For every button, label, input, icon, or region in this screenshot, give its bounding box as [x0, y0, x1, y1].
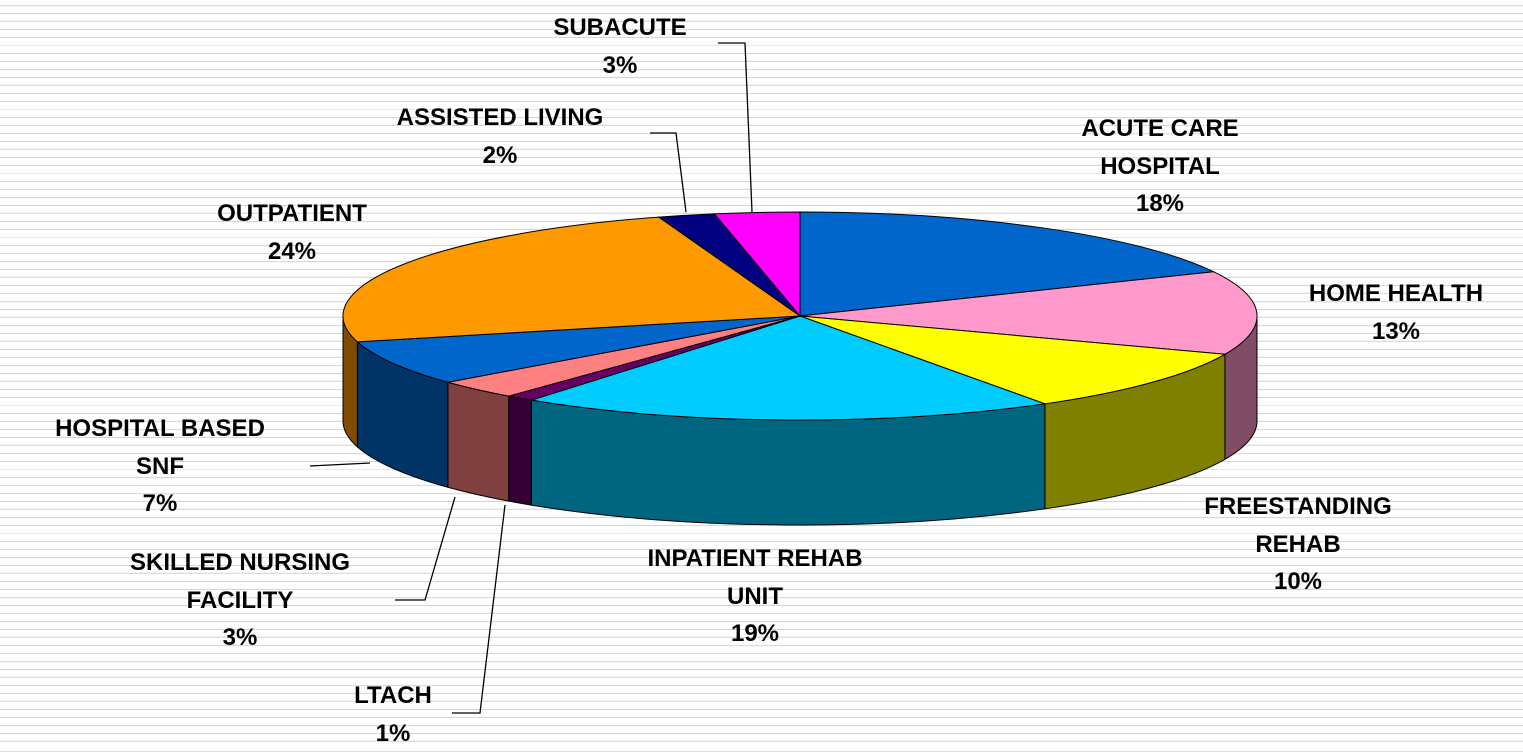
leader-line [650, 133, 686, 212]
category-name: FREESTANDING REHAB [1204, 488, 1392, 563]
value-label: 10% [1204, 563, 1392, 601]
category-name: SKILLED NURSING FACILITY [130, 544, 350, 619]
value-label: 19% [647, 615, 862, 653]
value-label: 1% [354, 715, 432, 752]
value-label: 24% [217, 233, 367, 271]
category-name: HOSPITAL BASED SNF [55, 410, 265, 485]
category-name: LTACH [354, 677, 432, 715]
leader-line [395, 497, 455, 600]
value-label: 3% [553, 47, 686, 85]
leader-line [718, 43, 752, 212]
value-label: 2% [397, 137, 604, 175]
value-label: 3% [130, 619, 350, 657]
category-name: ASSISTED LIVING [397, 99, 604, 137]
category-name: INPATIENT REHAB UNIT [647, 540, 862, 615]
value-label: 7% [55, 485, 265, 523]
tops [343, 212, 1257, 420]
slice-side [448, 382, 509, 501]
category-name: SUBACUTE [553, 9, 686, 47]
value-label: 18% [1081, 185, 1238, 223]
value-label: 13% [1309, 313, 1483, 351]
leader-line [310, 463, 370, 466]
category-name: HOME HEALTH [1309, 275, 1483, 313]
category-name: OUTPATIENT [217, 195, 367, 233]
slice-side [509, 396, 532, 505]
leader-line [452, 505, 505, 713]
category-name: ACUTE CARE HOSPITAL [1081, 110, 1238, 185]
